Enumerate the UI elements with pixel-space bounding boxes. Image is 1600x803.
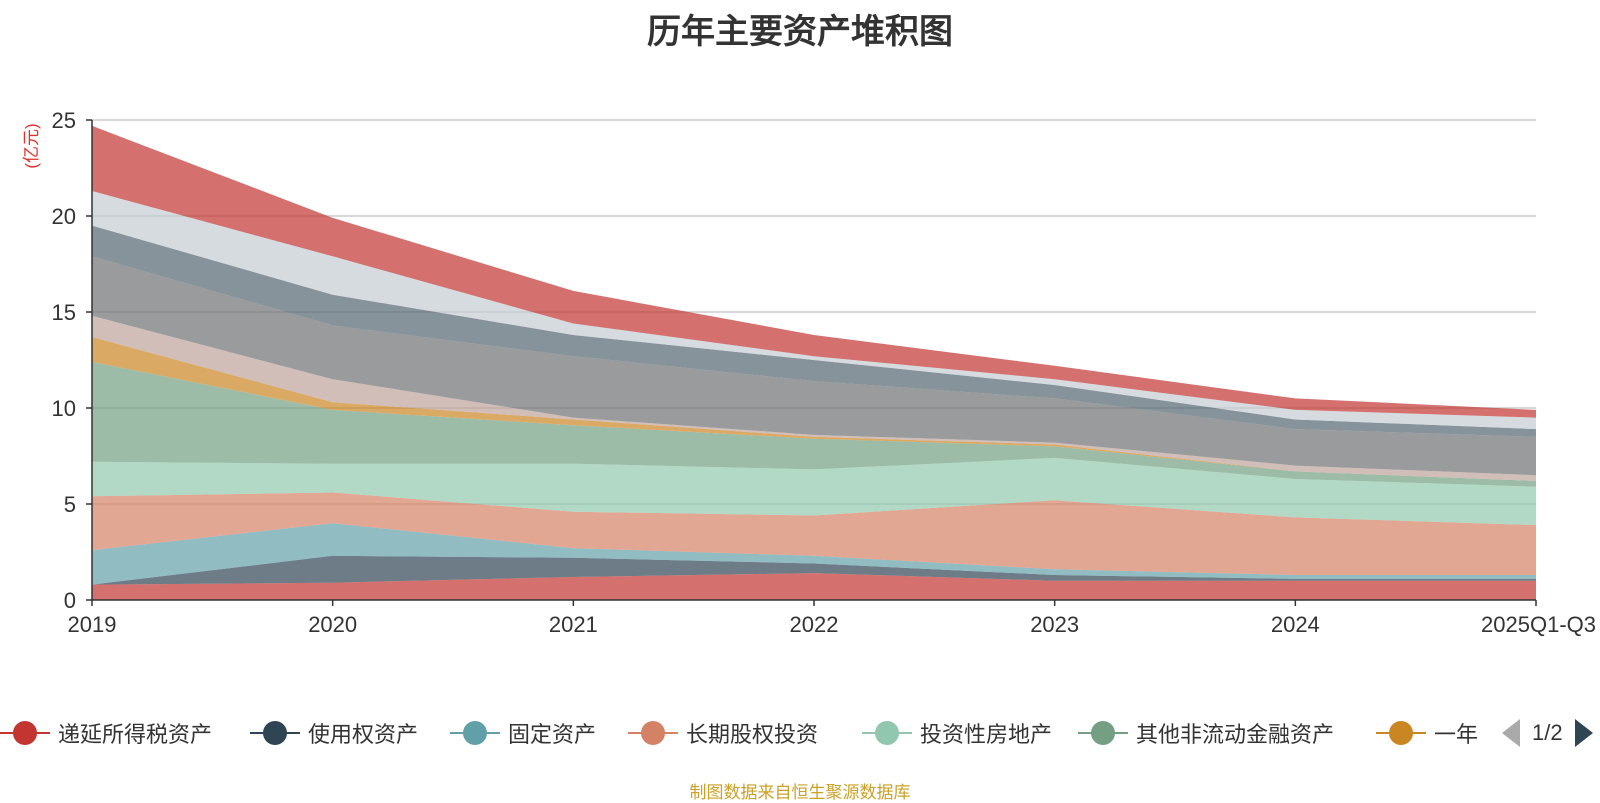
legend-item[interactable]: 其他非流动金融资产 [1078, 715, 1334, 751]
legend-label: 使用权资产 [308, 722, 419, 747]
legend-label: 递延所得税资产 [58, 722, 213, 747]
area-series-9 [92, 225, 1536, 437]
x-tick-label: 2025Q1-Q3 [1481, 612, 1596, 637]
legend-item[interactable]: 投资性房地产 [862, 715, 1052, 751]
legend-label: 投资性房地产 [920, 722, 1053, 747]
legend-marker [1078, 720, 1128, 746]
y-tick-label: 25 [52, 108, 76, 133]
page-indicator: 1/2 [1532, 720, 1563, 745]
x-tick-label: 2020 [308, 612, 357, 637]
area-series-7 [92, 315, 1536, 481]
next-page-icon[interactable] [1574, 719, 1593, 747]
legend-item[interactable]: 长期股权投资 [628, 715, 818, 751]
legend-label: 长期股权投资 [686, 722, 819, 747]
legend-item[interactable]: 固定资产 [450, 715, 596, 751]
area-series-1 [92, 555, 1536, 585]
legend-marker [1376, 720, 1426, 746]
area-series-8 [92, 256, 1536, 476]
area-series-5 [92, 361, 1536, 487]
legend-marker [450, 720, 500, 746]
axes: 2019 2020 2021 2022 2023 2024 2025Q1-Q3 [68, 119, 1596, 637]
y-tick-label: 5 [64, 492, 76, 517]
legend-marker [0, 720, 50, 746]
legend-item[interactable]: 使用权资产 [250, 715, 418, 751]
y-tick-label: 15 [52, 300, 76, 325]
y-tick-label: 0 [64, 588, 76, 613]
y-tick-label: 20 [52, 204, 76, 229]
y-axis-unit-label: (亿元) [22, 123, 41, 168]
x-tick-label: 2024 [1271, 612, 1320, 637]
legend-label: 其他非流动金融资产 [1136, 722, 1335, 747]
legend-item[interactable]: 递延所得税资产 [0, 715, 212, 751]
area-series-6 [92, 337, 1536, 481]
legend-label: 固定资产 [508, 722, 597, 747]
previous-page-icon[interactable] [1502, 719, 1520, 747]
x-tick-label: 2021 [549, 612, 598, 637]
area-series [92, 125, 1536, 600]
chart-title: 历年主要资产堆积图 [647, 13, 953, 51]
legend-marker [628, 720, 678, 746]
area-series-4 [92, 457, 1536, 526]
area-series-3 [92, 492, 1536, 575]
legend-marker [862, 720, 912, 746]
area-series-0 [92, 573, 1536, 600]
x-tick-label: 2022 [790, 612, 839, 637]
stacked-area-chart: 0 5 10 15 20 25 2019 2020 2021 2022 2023 2024 2025Q… [22, 108, 1596, 637]
legend-label: 一年 [1434, 722, 1479, 747]
x-tick-label: 2023 [1030, 612, 1079, 637]
data-source-note: 制图数据来自恒生聚源数据库 [689, 783, 911, 802]
legend-marker [250, 720, 300, 746]
legend: 递延所得税资产 使用权资产 固定资产 长期股权投资 投资性房地产 其他非流动金融资产 一年 1… [0, 715, 1600, 755]
legend-item[interactable]: 一年 [1376, 715, 1478, 751]
y-tick-label: 10 [52, 396, 76, 421]
area-series-2 [92, 523, 1536, 585]
x-tick-label: 2019 [68, 612, 117, 637]
legend-pager: 1/2 [1502, 715, 1593, 751]
